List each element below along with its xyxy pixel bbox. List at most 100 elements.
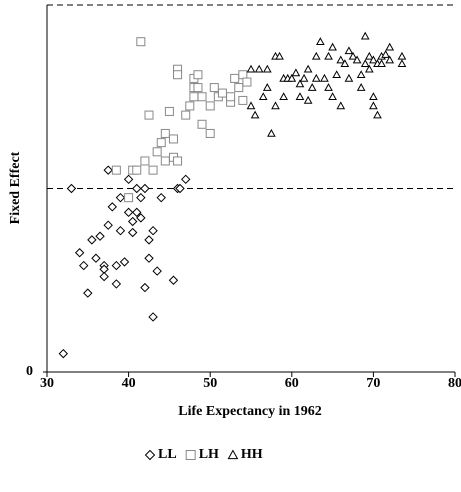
point xyxy=(205,101,215,111)
point xyxy=(369,55,378,64)
point xyxy=(123,174,134,185)
point xyxy=(111,165,121,175)
point xyxy=(181,174,191,185)
point xyxy=(230,73,240,83)
point xyxy=(336,55,346,64)
point xyxy=(295,79,305,88)
point xyxy=(132,207,142,218)
point xyxy=(385,42,395,51)
point xyxy=(316,37,325,45)
point xyxy=(271,101,280,110)
legend-marker xyxy=(185,450,196,460)
point xyxy=(164,106,174,116)
x-tick-label: 50 xyxy=(203,376,217,391)
point xyxy=(103,220,113,230)
point xyxy=(373,110,382,119)
point xyxy=(209,83,219,93)
point xyxy=(320,73,329,82)
point xyxy=(99,271,109,282)
point xyxy=(124,193,134,203)
point xyxy=(140,282,150,293)
point xyxy=(111,279,122,289)
point xyxy=(197,92,207,102)
point xyxy=(299,73,309,82)
point xyxy=(381,50,390,58)
point xyxy=(279,92,288,101)
point xyxy=(156,138,166,148)
point xyxy=(148,225,158,236)
point xyxy=(148,165,158,175)
point xyxy=(181,110,191,120)
x-tick-label: 60 xyxy=(285,376,299,391)
point xyxy=(254,64,264,73)
point xyxy=(287,73,297,82)
point xyxy=(267,128,276,137)
point xyxy=(152,266,162,276)
point xyxy=(119,257,130,267)
point xyxy=(340,59,350,68)
point xyxy=(111,260,122,271)
point xyxy=(262,83,272,91)
point xyxy=(356,83,366,91)
point xyxy=(115,192,126,203)
point xyxy=(144,253,154,263)
point xyxy=(238,70,248,80)
point xyxy=(364,64,374,73)
point xyxy=(140,156,150,166)
point xyxy=(123,207,134,218)
point xyxy=(132,165,142,175)
legend-marker xyxy=(227,449,239,460)
point xyxy=(307,83,317,91)
point xyxy=(103,165,113,175)
point xyxy=(152,147,162,157)
point xyxy=(175,183,185,194)
point xyxy=(205,128,215,138)
point xyxy=(87,235,97,245)
legend-label: LH xyxy=(199,447,219,462)
point xyxy=(144,110,154,120)
legend-label: LL xyxy=(158,447,177,462)
point xyxy=(348,51,358,60)
legend-marker xyxy=(144,449,156,461)
point xyxy=(332,70,342,79)
x-tick-label: 70 xyxy=(366,376,380,391)
point xyxy=(291,68,301,77)
x-tick-label: 80 xyxy=(448,376,461,391)
point xyxy=(360,31,370,40)
point xyxy=(115,225,126,236)
point xyxy=(360,59,370,68)
point xyxy=(79,260,89,271)
x-tick-label: 40 xyxy=(122,376,136,391)
point xyxy=(226,92,236,102)
x-tick-label: 30 xyxy=(40,376,54,391)
point xyxy=(83,288,93,298)
point xyxy=(397,59,407,68)
point xyxy=(217,88,227,98)
point xyxy=(275,51,284,60)
point xyxy=(397,51,407,60)
point xyxy=(364,51,374,60)
point xyxy=(242,77,252,87)
point xyxy=(303,64,313,73)
point xyxy=(193,70,203,80)
point xyxy=(324,83,333,91)
point xyxy=(140,183,150,194)
point xyxy=(328,92,337,101)
point xyxy=(356,70,366,79)
point xyxy=(193,83,203,93)
x-axis-label: Life Expectancy in 1962 xyxy=(178,404,322,419)
point xyxy=(311,73,321,82)
point xyxy=(344,73,354,82)
point xyxy=(127,227,138,238)
point xyxy=(136,37,146,47)
point xyxy=(148,312,158,322)
point xyxy=(173,70,183,80)
point xyxy=(246,101,256,110)
point xyxy=(173,156,183,166)
point xyxy=(324,51,333,60)
point xyxy=(369,92,378,101)
point xyxy=(258,92,268,101)
point xyxy=(136,213,146,223)
y-tick-label: 0 xyxy=(26,364,33,379)
